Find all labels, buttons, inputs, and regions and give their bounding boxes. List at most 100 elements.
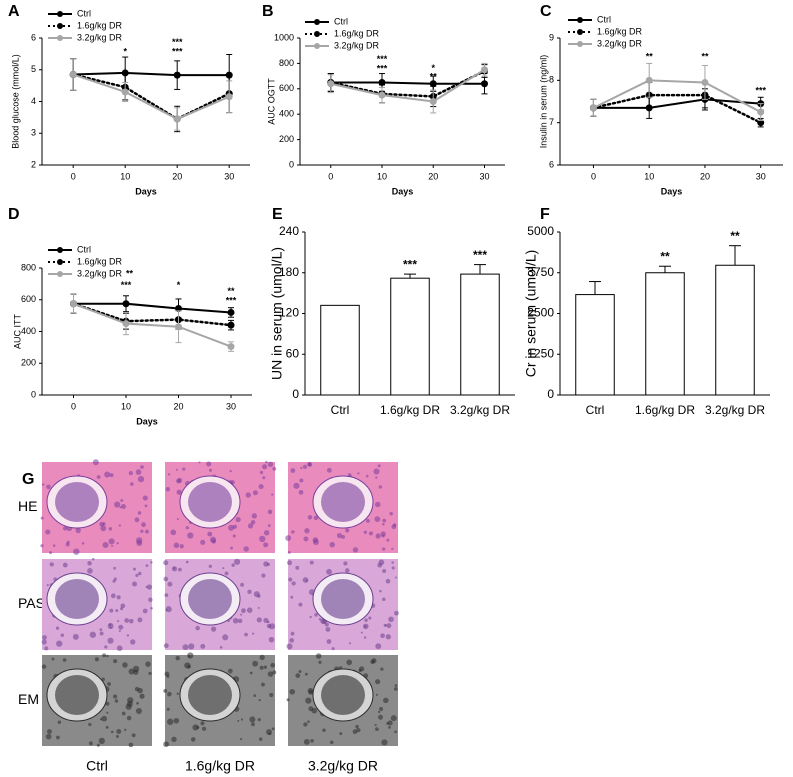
legend-note: ** xyxy=(126,268,134,278)
texture xyxy=(263,542,269,548)
x-tick-label: 3.2g/kg DR xyxy=(450,403,510,417)
texture xyxy=(237,719,240,722)
texture xyxy=(314,613,318,617)
micrograph xyxy=(286,559,399,651)
significance: ** xyxy=(660,249,670,263)
texture xyxy=(99,628,103,632)
texture xyxy=(383,697,389,704)
legend-label: Ctrl xyxy=(334,16,348,26)
texture xyxy=(110,593,116,599)
x-tick-label: 0 xyxy=(328,171,333,181)
y-tick-label: 9 xyxy=(549,32,554,42)
texture xyxy=(178,567,182,572)
texture xyxy=(375,727,379,731)
texture xyxy=(146,584,153,590)
texture xyxy=(268,636,275,643)
micrograph xyxy=(41,557,153,652)
texture xyxy=(62,526,68,531)
texture xyxy=(114,699,119,703)
texture xyxy=(352,547,359,553)
glomerulus xyxy=(321,482,365,522)
texture xyxy=(176,692,179,695)
marker xyxy=(173,115,181,123)
texture xyxy=(290,595,294,599)
significance: *** xyxy=(403,257,417,271)
texture xyxy=(329,541,336,548)
bar xyxy=(715,264,755,396)
x-tick-label: 20 xyxy=(700,171,710,181)
texture xyxy=(363,530,368,534)
texture xyxy=(135,573,139,578)
texture xyxy=(362,623,369,630)
significance: * xyxy=(431,63,435,73)
significance: *** xyxy=(377,63,388,73)
marker xyxy=(757,108,765,116)
texture xyxy=(345,528,350,533)
texture xyxy=(118,524,121,527)
texture xyxy=(148,597,153,602)
texture xyxy=(108,527,113,531)
y-tick-label: 0 xyxy=(547,387,554,401)
x-tick-label: 20 xyxy=(173,401,183,411)
y-axis-label: Insulin in serum (ng/ml) xyxy=(538,55,548,149)
texture xyxy=(382,569,387,574)
texture xyxy=(393,523,397,527)
texture xyxy=(141,522,146,528)
texture xyxy=(126,634,130,637)
significance: *** xyxy=(121,280,132,290)
y-tick-label: 180 xyxy=(279,265,299,279)
glomerulus xyxy=(188,675,232,715)
texture xyxy=(138,571,142,576)
texture xyxy=(249,671,253,675)
texture xyxy=(75,527,81,534)
y-tick-label: 60 xyxy=(286,346,300,360)
texture xyxy=(124,618,130,623)
significance: *** xyxy=(377,54,388,64)
texture xyxy=(130,482,134,486)
texture xyxy=(375,679,381,685)
texture xyxy=(163,741,169,748)
texture xyxy=(118,629,121,632)
texture xyxy=(145,661,151,667)
row-label: EM xyxy=(18,691,39,707)
marker xyxy=(481,80,488,88)
significance: ** xyxy=(701,51,709,61)
texture xyxy=(200,643,206,649)
marker xyxy=(225,93,233,101)
texture xyxy=(377,562,383,568)
texture xyxy=(307,461,312,467)
y-tick-label: 4 xyxy=(31,96,36,106)
bar xyxy=(575,294,615,396)
texture xyxy=(253,694,257,697)
texture xyxy=(120,499,124,502)
texture xyxy=(227,668,233,674)
texture xyxy=(258,737,263,741)
texture xyxy=(303,536,309,542)
texture xyxy=(375,533,381,539)
x-tick-label: 0 xyxy=(591,171,596,181)
texture xyxy=(388,616,394,623)
texture xyxy=(72,633,79,640)
series-line xyxy=(72,302,232,314)
texture xyxy=(81,542,85,545)
texture xyxy=(243,546,249,552)
bar xyxy=(460,273,500,396)
texture xyxy=(112,694,118,699)
texture xyxy=(46,584,49,587)
texture xyxy=(374,516,381,522)
texture xyxy=(124,728,127,731)
texture xyxy=(187,532,194,539)
texture xyxy=(102,522,106,526)
texture xyxy=(371,658,377,664)
x-tick-label: 30 xyxy=(756,171,766,181)
texture xyxy=(380,633,385,639)
texture xyxy=(231,563,235,567)
texture xyxy=(134,517,140,523)
texture xyxy=(375,693,378,696)
series-line xyxy=(592,98,762,109)
texture xyxy=(386,722,389,725)
texture xyxy=(266,623,272,629)
texture xyxy=(307,720,310,723)
texture xyxy=(140,465,144,469)
texture xyxy=(116,729,122,734)
